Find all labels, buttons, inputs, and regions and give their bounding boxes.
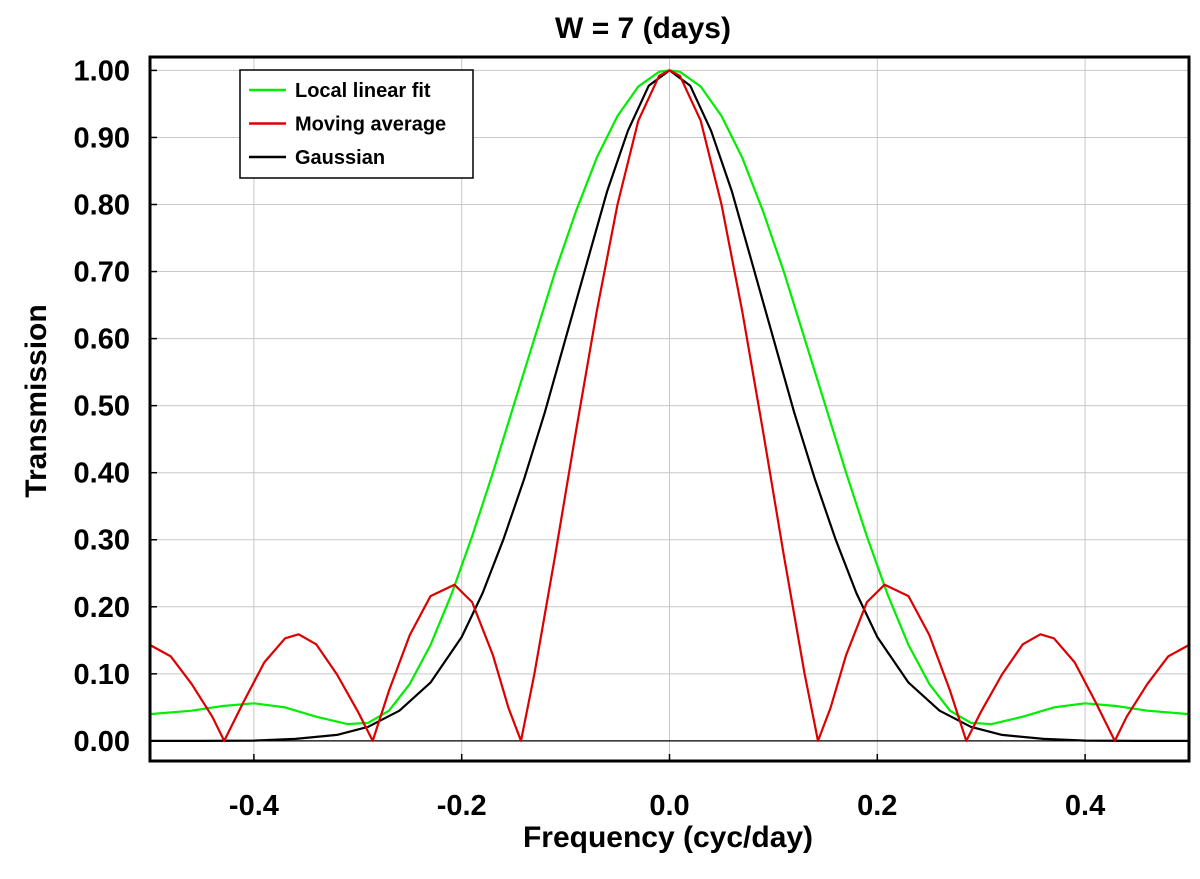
y-tick-label: 0.20 <box>74 592 130 624</box>
y-tick-label: 0.80 <box>74 190 130 222</box>
series-line-moving-average <box>148 69 1191 743</box>
y-tick-label: 1.00 <box>74 55 130 87</box>
x-tick-label: -0.2 <box>437 790 487 822</box>
y-tick-label: 0.60 <box>74 324 130 356</box>
grid <box>150 57 1189 761</box>
x-axis-label: Frequency (cyc/day) <box>523 821 813 854</box>
y-tick-label: 0.40 <box>74 458 130 490</box>
y-tick-label: 0.10 <box>74 659 130 691</box>
axis-ticks: -0.4 -0.2 0.0 0.2 0.4 0.00 0.10 0.20 0.30 0.40 0.5… <box>74 55 1106 822</box>
y-tick-label: 0.30 <box>74 525 130 557</box>
y-tick-label: 0.70 <box>74 257 130 289</box>
x-tick-label: 0.0 <box>649 790 689 822</box>
y-axis-label: Transmission <box>20 304 53 497</box>
x-tick-label: -0.4 <box>229 790 279 822</box>
legend: Local linear fit Moving average Gaussian <box>239 69 474 179</box>
x-tick-label: 0.4 <box>1065 790 1105 822</box>
chart-title: W = 7 (days) <box>555 12 731 45</box>
legend-label-local-linear-fit: Local linear fit <box>295 80 431 102</box>
x-tick-label: 0.2 <box>857 790 897 822</box>
legend-label-gaussian: Gaussian <box>295 147 385 169</box>
series-lines <box>148 69 1191 743</box>
y-tick-label: 0.50 <box>74 391 130 423</box>
y-tick-label: 0.90 <box>74 122 130 154</box>
y-tick-label: 0.00 <box>74 726 130 758</box>
legend-label-moving-average: Moving average <box>295 114 446 136</box>
